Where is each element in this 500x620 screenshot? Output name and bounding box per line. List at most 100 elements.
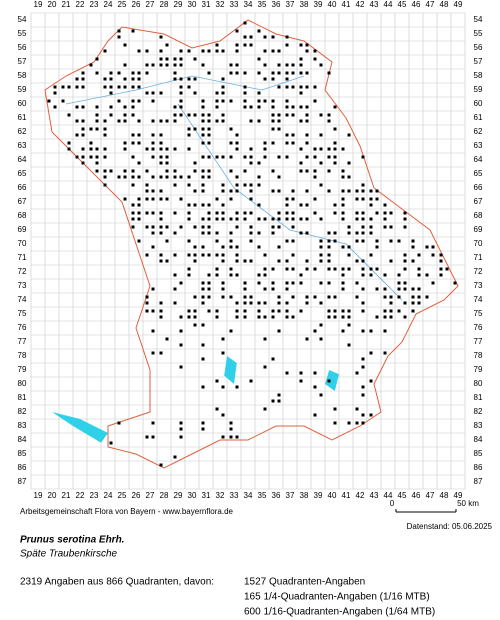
occurrence-dot — [235, 211, 239, 215]
column-label: 25 — [118, 0, 127, 9]
occurrence-dot — [327, 245, 331, 249]
occurrence-dot — [187, 49, 191, 53]
row-label: 73 — [18, 281, 27, 290]
occurrence-dot — [145, 197, 149, 201]
occurrence-dot — [67, 141, 71, 145]
occurrence-dot — [95, 113, 99, 117]
occurrence-dot — [187, 127, 191, 131]
occurrence-dot — [355, 239, 359, 243]
occurrence-dot — [201, 119, 205, 123]
occurrence-dot — [403, 281, 407, 285]
occurrence-dot — [341, 245, 345, 249]
occurrence-dot — [361, 301, 365, 305]
row-label: 77 — [18, 337, 27, 346]
column-label: 45 — [398, 0, 407, 9]
occurrence-dot — [103, 119, 107, 123]
occurrence-dot — [291, 197, 295, 201]
occurrence-dot — [215, 43, 219, 47]
occurrence-dot — [271, 49, 275, 53]
occurrence-dot — [285, 63, 289, 67]
occurrence-dot — [305, 119, 309, 123]
occurrence-dot — [355, 217, 359, 221]
occurrence-dot — [411, 301, 415, 305]
occurrence-dot — [341, 281, 345, 285]
occurrence-dot — [341, 267, 345, 271]
occurrence-dot — [229, 217, 233, 221]
column-label: 36 — [272, 0, 281, 9]
occurrence-dot — [263, 301, 267, 305]
occurrence-dot — [193, 225, 197, 229]
occurrence-dot — [271, 113, 275, 117]
occurrence-dot — [305, 113, 309, 117]
occurrence-dot — [361, 385, 365, 389]
row-label: 66 — [18, 183, 27, 192]
row-label: 81 — [18, 393, 27, 402]
occurrence-dot — [207, 71, 211, 75]
occurrence-dot — [145, 295, 149, 299]
row-label: 61 — [18, 113, 27, 122]
occurrence-dot — [229, 63, 233, 67]
occurrence-dot — [47, 99, 51, 103]
occurrence-dot — [179, 315, 183, 319]
occurrence-dot — [151, 141, 155, 145]
occurrence-dot — [165, 161, 169, 165]
occurrence-dot — [277, 309, 281, 313]
occurrence-dot — [271, 267, 275, 271]
occurrence-dot — [159, 315, 163, 319]
occurrence-dot — [347, 175, 351, 179]
occurrence-dot — [221, 435, 225, 439]
occurrence-dot — [207, 217, 211, 221]
occurrence-dot — [123, 113, 127, 117]
occurrence-dot — [263, 253, 267, 257]
occurrence-dot — [159, 309, 163, 313]
occurrence-dot — [221, 189, 225, 193]
occurrence-dot — [201, 245, 205, 249]
occurrence-dot — [299, 147, 303, 151]
occurrence-dot — [207, 155, 211, 159]
occurrence-dot — [347, 343, 351, 347]
occurrence-dot — [299, 217, 303, 221]
row-label: 57 — [18, 57, 27, 66]
row-label: 79 — [474, 365, 483, 374]
occurrence-dot — [277, 259, 281, 263]
occurrence-dot — [333, 231, 337, 235]
occurrence-dot — [221, 281, 225, 285]
occurrence-dot — [277, 71, 281, 75]
occurrence-dot — [299, 371, 303, 375]
row-label: 70 — [474, 239, 483, 248]
occurrence-dot — [271, 287, 275, 291]
occurrence-dot — [249, 43, 253, 47]
occurrence-dot — [131, 71, 135, 75]
occurrence-dot — [347, 323, 351, 327]
occurrence-dot — [131, 155, 135, 159]
occurrence-dot — [313, 329, 317, 333]
occurrence-dot — [361, 183, 365, 187]
occurrence-dot — [389, 315, 393, 319]
occurrence-dot — [263, 141, 267, 145]
row-label: 60 — [18, 99, 27, 108]
occurrence-dot — [249, 259, 253, 263]
row-label: 59 — [18, 85, 27, 94]
row-label: 71 — [18, 253, 27, 262]
row-label: 83 — [18, 421, 27, 430]
row-label: 78 — [18, 351, 27, 360]
occurrence-dot — [257, 301, 261, 305]
occurrence-dot — [305, 217, 309, 221]
occurrence-dot — [159, 119, 163, 123]
occurrence-dot — [375, 287, 379, 291]
row-label: 85 — [474, 449, 483, 458]
occurrence-dot — [263, 77, 267, 81]
occurrence-dot — [263, 315, 267, 319]
occurrence-dot — [137, 77, 141, 81]
occurrence-dot — [375, 239, 379, 243]
occurrence-dot — [285, 35, 289, 39]
occurrence-dot — [201, 281, 205, 285]
occurrence-dot — [151, 63, 155, 67]
occurrence-dot — [95, 155, 99, 159]
row-label: 61 — [474, 113, 483, 122]
occurrence-dot — [291, 105, 295, 109]
occurrence-dot — [277, 175, 281, 179]
occurrence-dot — [207, 225, 211, 229]
occurrence-dot — [369, 329, 373, 333]
occurrence-dot — [165, 259, 169, 263]
